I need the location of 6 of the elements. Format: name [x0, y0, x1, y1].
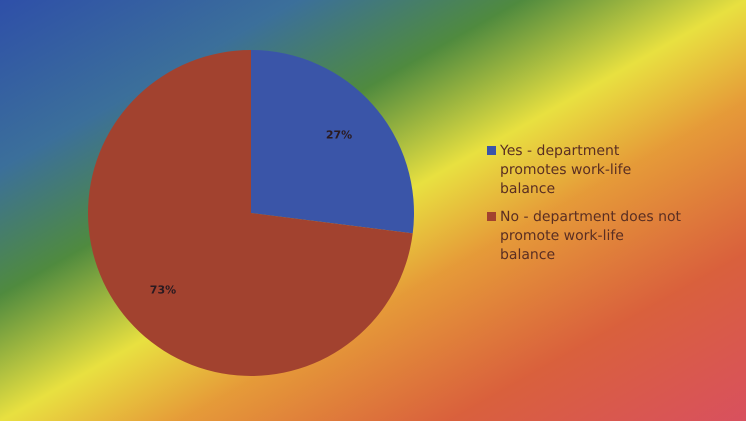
data-label: 27% [326, 128, 352, 142]
legend-label: No - department does not promote work-life balance [500, 209, 682, 263]
pie-slice [251, 50, 414, 234]
pie-slice [88, 50, 413, 376]
legend-label: Yes - department promotes work-life balance [499, 143, 632, 197]
data-label: 73% [150, 284, 176, 297]
